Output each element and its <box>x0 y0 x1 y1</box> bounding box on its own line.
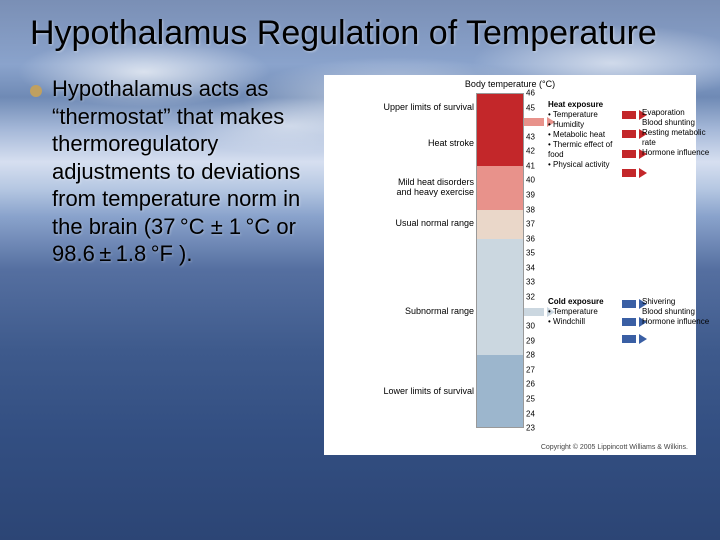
chart-tick: 36 <box>526 234 535 243</box>
block-item: • Temperature <box>548 110 622 120</box>
chart-tick: 32 <box>526 293 535 302</box>
block-item: • Temperature <box>548 307 622 317</box>
chart-tick: 27 <box>526 365 535 374</box>
chart-range-label: Lower limits of survival <box>383 387 474 397</box>
block-item: • Metabolic heat <box>548 130 622 140</box>
arrow-icon <box>622 168 647 178</box>
chart-range-label: Usual normal range <box>395 219 474 229</box>
chart-tick: 43 <box>526 132 535 141</box>
block-title: Cold exposure <box>548 297 622 307</box>
block-item: • Thermic effect of food <box>548 140 622 160</box>
block-item: Hormone influence <box>642 148 712 158</box>
exposure-block: Cold exposure• Temperature• Windchill <box>548 297 622 327</box>
chart-tick: 46 <box>526 89 535 98</box>
chart-tick: 25 <box>526 394 535 403</box>
chart-band <box>477 355 523 427</box>
response-block: ShiveringBlood shuntingHormone influence <box>642 297 712 327</box>
chart-tick: 35 <box>526 249 535 258</box>
body-temp-chart: Body temperature (°C) 464544434241403938… <box>324 75 696 455</box>
chart-range-label: Subnormal range <box>405 307 474 317</box>
chart-tick: 30 <box>526 322 535 331</box>
exposure-block: Heat exposure• Temperature• Humidity• Me… <box>548 100 622 170</box>
block-item: Resting metabolic rate <box>642 128 712 148</box>
chart-tick: 39 <box>526 191 535 200</box>
block-item: • Windchill <box>548 317 622 327</box>
bullet-text: Hypothalamus acts as “thermostat” that m… <box>52 75 310 455</box>
block-item: Blood shunting <box>642 307 712 317</box>
slide-title: Hypothalamus Regulation of Temperature <box>30 14 696 53</box>
chart-left-labels: Upper limits of survival Heat stroke Mild … <box>328 93 474 428</box>
chart-band <box>477 210 523 239</box>
chart-band <box>477 166 523 209</box>
chart-tick: 42 <box>526 147 535 156</box>
chart-band <box>477 94 523 166</box>
chart-tick: 45 <box>526 103 535 112</box>
chart-tick: 24 <box>526 409 535 418</box>
chart-range-label: Upper limits of survival <box>383 103 474 113</box>
response-block: EvaporationBlood shuntingResting metabol… <box>642 108 712 158</box>
block-item: • Physical activity <box>548 160 622 170</box>
bullet-dot-icon <box>30 85 42 97</box>
block-item: Blood shunting <box>642 118 712 128</box>
chart-tick: 33 <box>526 278 535 287</box>
block-item: Hormone influence <box>642 317 712 327</box>
chart-tick: 28 <box>526 351 535 360</box>
chart-tick: 41 <box>526 161 535 170</box>
chart-tick: 37 <box>526 220 535 229</box>
content-row: Hypothalamus acts as “thermostat” that m… <box>30 75 696 455</box>
block-item: • Humidity <box>548 120 622 130</box>
slide: Hypothalamus Regulation of Temperature H… <box>0 0 720 540</box>
block-title: Heat exposure <box>548 100 622 110</box>
chart-tick: 40 <box>526 176 535 185</box>
arrow-icon <box>622 334 647 344</box>
chart-range-label: Mild heat disorders and heavy exercise <box>396 178 474 198</box>
chart-axis-label: Body temperature (°C) <box>465 79 555 89</box>
block-item: Evaporation <box>642 108 712 118</box>
chart-right-region: Heat exposure• Temperature• Humidity• Me… <box>548 93 692 428</box>
chart-tick: 23 <box>526 424 535 433</box>
bullet-item: Hypothalamus acts as “thermostat” that m… <box>30 75 310 455</box>
chart-tick: 29 <box>526 336 535 345</box>
chart-range-label: Heat stroke <box>428 139 474 149</box>
chart-bar <box>476 93 524 428</box>
chart-tick: 26 <box>526 380 535 389</box>
block-item: Shivering <box>642 297 712 307</box>
chart-tick: 34 <box>526 263 535 272</box>
chart-copyright: Copyright © 2005 Lippincott Williams & W… <box>541 444 688 451</box>
chart-band <box>477 239 523 355</box>
chart-tick: 38 <box>526 205 535 214</box>
chart-ticks: 4645444342414039383736353433323130292827… <box>526 93 546 428</box>
